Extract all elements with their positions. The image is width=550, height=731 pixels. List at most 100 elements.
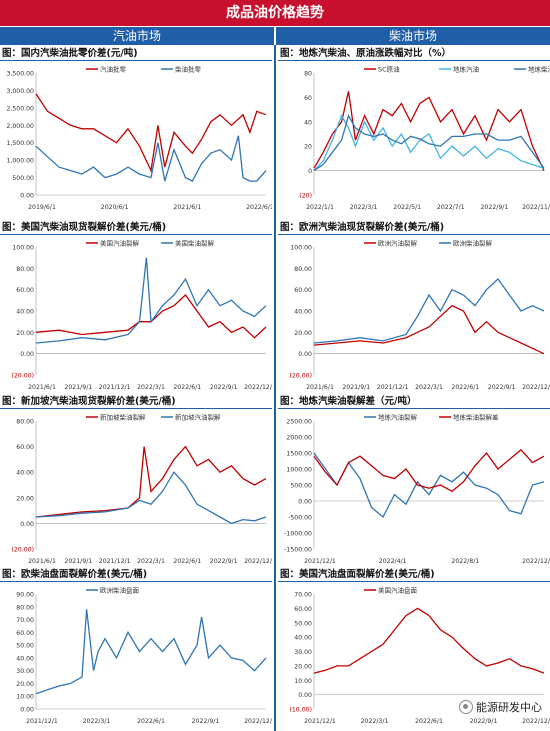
y-tick-label: 20 [304,144,312,151]
series-line [313,448,545,493]
y-tick-label: 60 [304,95,312,102]
y-tick-label: 80.00 [294,266,312,273]
x-tick-label: 2022/12/1 [522,718,550,725]
legend-label: SC原油 [378,65,400,74]
page-title: 成品油价格趋势 [0,0,550,26]
y-tick-label: 1,000.00 [6,158,34,165]
series-line [35,609,267,695]
tab-diesel-market[interactable]: 柴油市场 [276,27,550,45]
x-tick-label: 2021/12/1 [304,558,336,565]
column-divider [274,45,276,731]
x-tick-label: 2022/9/1 [470,718,498,725]
chart-plot: 70.00 60.00 50.00 40.00 30.00 20.00 10.00 0.00 (… [289,586,550,726]
y-tick-label: -500.00 [288,515,312,522]
chart-panel-8: 图：美国汽油盘面裂解价差(美元/桶) 70.00 60.00 50.00 40.00 3… [278,568,550,731]
legend-label: 美国汽油盘面 [378,586,418,595]
x-tick-label: 2022/5/1 [393,204,421,211]
y-tick-label: 80 [304,71,312,78]
legend-label: 欧洲柴油盘面 [100,586,140,595]
tab-gasoline-market[interactable]: 汽油市场 [0,27,274,45]
y-tick-label: 20.00 [16,330,34,337]
y-tick-label: 90.00 [16,592,34,599]
x-tick-label: 2022/8/1 [451,558,479,565]
chart-title: 图：新加坡汽柴油现货裂解价差(美元/桶) [0,395,272,409]
y-tick-label: 1,500.00 [6,140,34,147]
chart-panel-2: 图：地炼汽柴油、原油涨跌幅对比（%） 80 60 40 20 0 (20) 2022/1/1… [278,47,550,217]
y-tick-label: 0.00 [20,707,34,714]
wechat-icon [459,700,473,714]
y-tick-label: 0.00 [20,193,34,200]
x-tick-label: 2021/6/1 [173,204,201,211]
y-tick-label: 80.00 [16,604,34,611]
x-tick-label: 2022/1/1 [306,204,334,211]
y-tick-label: 70.00 [16,617,34,624]
series-line [313,452,545,519]
x-tick-label: 2022/3/1 [83,718,111,725]
y-tick-label: 0.00 [298,499,312,506]
chart-plot: 100.00 80.00 60.00 40.00 20.00 0.00 (20.00) 202… [11,239,272,392]
y-tick-label: 40.00 [16,655,34,662]
x-tick-label: 2022/9/1 [210,558,238,565]
x-tick-label: 2022/3/1 [361,718,389,725]
series-line [35,471,267,525]
series-line [35,257,267,344]
legend-label: 柴油批零 [175,65,202,74]
y-tick-label: (20) [299,193,312,200]
series-line [35,445,267,518]
x-tick-label: 2022/12/1 [522,558,550,565]
x-tick-label: 2021/6/1 [28,558,56,565]
y-tick-label: -1000.00 [284,531,312,538]
series-line [313,607,545,674]
x-tick-label: 2022/6/1 [173,384,201,391]
y-tick-label: 0.00 [298,692,312,699]
y-tick-label: 0.00 [20,521,34,528]
x-tick-label: 2021/9/1 [64,558,92,565]
x-tick-label: 2022/12/1 [244,558,272,565]
legend-label: 美国汽油裂解 [100,239,140,248]
y-tick-label: 60.00 [294,287,312,294]
y-tick-label: 50.00 [16,643,34,650]
x-tick-label: 2022/6/1 [173,558,201,565]
y-tick-label: 0.00 [298,351,312,358]
chart-title: 图：地炼汽柴油、原油涨跌幅对比（%） [278,47,550,61]
y-tick-label: 60.00 [16,287,34,294]
x-tick-label: 2021/9/1 [64,384,92,391]
y-tick-label: 20.00 [294,663,312,670]
y-tick-label: 1500.00 [286,451,312,458]
y-tick-label: 30.00 [294,649,312,656]
x-tick-label: 2021/12/1 [304,718,336,725]
chart-title: 图：国内汽柴油批零价差(元/吨) [0,47,272,61]
chart-plot: 90.00 80.00 70.00 60.00 50.00 40.00 30.00 20.00… [16,586,272,726]
chart-panel-1: 图：国内汽柴油批零价差(元/吨) 3,500.00 3,000.00 2,500.0… [0,47,272,217]
x-tick-label: 2022/12/1 [244,718,272,725]
chart-panel-5: 图：新加坡汽柴油现货裂解价差(美元/桶) 80.00 60.00 40.00 20.0… [0,395,272,571]
x-tick-label: 2022/6/1 [415,718,443,725]
x-tick-label: 2021/12/1 [377,384,409,391]
x-tick-label: 2022/7/1 [437,204,465,211]
y-tick-label: 2500.00 [286,419,312,426]
x-tick-label: 2022/9/1 [192,718,220,725]
y-tick-label: 3,000.00 [6,88,34,95]
x-tick-label: 2021/12/1 [99,384,131,391]
y-tick-label: 80.00 [16,266,34,273]
chart-title: 图：美国汽油盘面裂解价差(美元/桶) [278,568,550,582]
series-line [35,294,267,339]
series-line [313,114,545,172]
legend-label: 欧洲柴油裂解 [453,239,493,248]
chart-plot: 100.00 80.00 60.00 40.00 20.00 0.00 (20.00) 202… [289,239,550,392]
y-tick-label: 30.00 [16,668,34,675]
y-tick-label: 40.00 [16,309,34,316]
x-tick-label: 2022/12/1 [522,384,550,391]
chart-title: 图：欧洲汽柴油现货裂解价差(美元/桶) [278,221,550,235]
legend-label: 地炼柴油 [528,65,550,74]
chart-panel-7: 图：欧柴油盘面裂解价差(美元/桶) 90.00 80.00 70.00 60.00 50… [0,568,272,731]
chart-panel-4: 图：欧洲汽柴油现货裂解价差(美元/桶) 100.00 80.00 60.00 40.0… [278,221,550,397]
x-tick-label: 2021/6/1 [306,384,334,391]
y-tick-label: 10.00 [16,694,34,701]
x-tick-label: 2021/6/1 [28,384,56,391]
chart-plot: 3,500.00 3,000.00 2,500.00 2,000.00 1,500.00… [6,65,272,212]
x-tick-label: 2021/9/1 [342,384,370,391]
series-line [313,114,545,172]
chart-title: 图：欧柴油盘面裂解价差(美元/桶) [0,568,272,582]
x-tick-label: 2022/9/1 [481,204,509,211]
